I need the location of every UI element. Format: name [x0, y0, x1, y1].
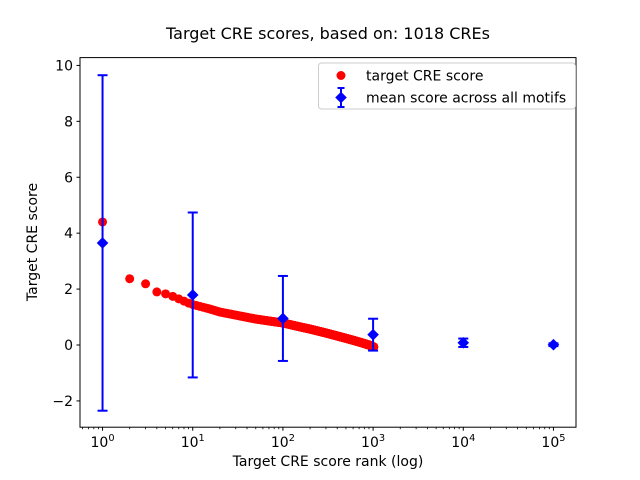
series-target-cre-score [98, 217, 379, 352]
y-tick-label: 4 [64, 226, 73, 242]
mean-score-point [367, 328, 379, 341]
x-tick-label: 101 [181, 433, 205, 451]
x-axis-ticks: 100 101 102 103 104 105 [82, 427, 565, 451]
y-tick-label: 2 [64, 282, 73, 298]
y-tick-label: −2 [52, 394, 73, 410]
target-score-point [161, 289, 171, 299]
y-axis-label: Target CRE score [25, 182, 41, 302]
target-score-point [125, 274, 135, 284]
legend-diamond-marker [335, 91, 347, 104]
y-tick-label: 10 [55, 58, 73, 74]
x-tick-label: 100 [91, 433, 115, 451]
plot-border [79, 57, 577, 428]
target-score-point [152, 287, 162, 297]
x-tick-label: 105 [541, 433, 565, 451]
x-axis-label: Target CRE score rank (log) [232, 454, 424, 470]
mean-score-point [457, 336, 470, 349]
series-mean-score [96, 74, 560, 412]
mean-score-point [277, 312, 289, 325]
y-tick-label: 0 [64, 338, 73, 354]
legend-label-mean: mean score across all motifs [366, 91, 566, 107]
mean-score-point [96, 237, 109, 249]
y-tick-label: 6 [64, 170, 73, 186]
legend-circle-marker [336, 71, 346, 80]
x-tick-label: 102 [271, 433, 295, 451]
target-score-point [141, 279, 151, 289]
x-tick-label: 104 [451, 433, 475, 451]
y-axis-ticks: −2 0 2 4 6 8 10 [52, 58, 80, 410]
mean-score-point [186, 289, 199, 301]
chart-title: Target CRE scores, based on: 1018 CREs [166, 24, 490, 43]
y-tick-label: 8 [64, 114, 73, 130]
legend-label-target: target CRE score [366, 69, 483, 85]
x-tick-label: 103 [361, 433, 385, 451]
legend: target CRE score mean score across all mo… [318, 62, 576, 110]
legend-box [318, 62, 576, 110]
mean-score-point [547, 338, 560, 351]
